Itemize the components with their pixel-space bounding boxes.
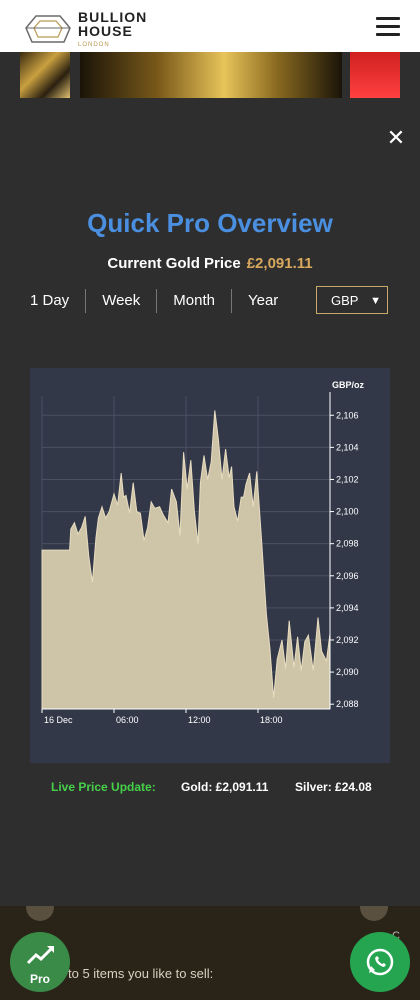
pro-button[interactable]: Pro xyxy=(10,932,70,992)
price-label: Current Gold Price xyxy=(107,255,241,272)
site-header: BULLION HOUSE LONDON xyxy=(0,0,420,52)
logo-text: BULLION HOUSE LONDON xyxy=(78,10,147,52)
currency-select[interactable]: GBP ▼ xyxy=(316,286,388,314)
x-tick-label: 06:00 xyxy=(116,715,139,725)
current-price-row: Current Gold Price £2,091.11 xyxy=(0,255,420,272)
y-tick-label: 2,092 xyxy=(336,635,359,645)
y-tick-label: 2,106 xyxy=(336,410,359,420)
pro-label: Pro xyxy=(29,972,50,986)
logo-line2: HOUSE xyxy=(78,23,133,39)
y-tick-label: 2,094 xyxy=(336,603,359,613)
quick-pro-overlay: ✕ Quick Pro Overview Current Gold Price £… xyxy=(0,98,420,906)
logo-line1: BULLION xyxy=(78,9,148,25)
price-area-series xyxy=(41,410,331,710)
tab-year[interactable]: Year xyxy=(230,289,294,313)
product-banner-coins[interactable] xyxy=(80,52,342,98)
whatsapp-icon xyxy=(366,948,394,976)
y-tick-label: 2,100 xyxy=(336,507,359,517)
y-tick-label: 2,090 xyxy=(336,667,359,677)
hamburger-menu-icon[interactable] xyxy=(376,17,400,37)
live-gold-price: Gold: £2,091.11 xyxy=(181,780,269,794)
x-tick-label: 16 Dec xyxy=(44,715,73,725)
close-icon[interactable]: ✕ xyxy=(386,125,406,150)
y-tick-label: 2,102 xyxy=(336,474,359,484)
y-unit-label: GBP/oz xyxy=(332,380,365,390)
y-tick-label: 2,104 xyxy=(336,442,359,452)
tab-week[interactable]: Week xyxy=(85,289,156,313)
product-thumb-chain[interactable] xyxy=(20,52,70,98)
tab-month[interactable]: Month xyxy=(156,289,231,313)
y-tick-label: 2,088 xyxy=(336,699,359,709)
trend-up-icon xyxy=(26,946,54,965)
live-silver-price: Silver: £24.08 xyxy=(295,780,372,794)
period-tabs: 1 Day Week Month Year xyxy=(18,286,294,316)
product-thumb-red[interactable] xyxy=(350,52,400,98)
y-tick-label: 2,098 xyxy=(336,539,359,549)
sell-items-text: to 5 items you like to sell: xyxy=(68,966,214,981)
live-price-label: Live Price Update: xyxy=(51,780,156,794)
currency-value: GBP xyxy=(331,293,359,308)
background-footer xyxy=(0,905,420,1000)
logo-line3: LONDON xyxy=(78,42,110,48)
chart-axes: 2,088 2,090 2,092 2,094 2,096 2,098 2,100 2,102… xyxy=(41,392,359,725)
whatsapp-button[interactable] xyxy=(350,932,410,992)
x-tick-label: 12:00 xyxy=(188,715,211,725)
x-tick-label: 18:00 xyxy=(260,715,283,725)
overlay-title: Quick Pro Overview xyxy=(87,208,333,238)
chevron-down-icon: ▼ xyxy=(370,295,381,307)
y-tick-label: 2,096 xyxy=(336,571,359,581)
gold-price-chart: 2,088 2,090 2,092 2,094 2,096 2,098 2,100 2,102… xyxy=(30,368,390,763)
tab-1-day[interactable]: 1 Day xyxy=(30,292,70,309)
bullion-house-logo[interactable] xyxy=(20,8,76,46)
chart-svg: 2,088 2,090 2,092 2,094 2,096 2,098 2,100 2,102… xyxy=(41,380,365,725)
price-value: £2,091.11 xyxy=(246,255,313,272)
